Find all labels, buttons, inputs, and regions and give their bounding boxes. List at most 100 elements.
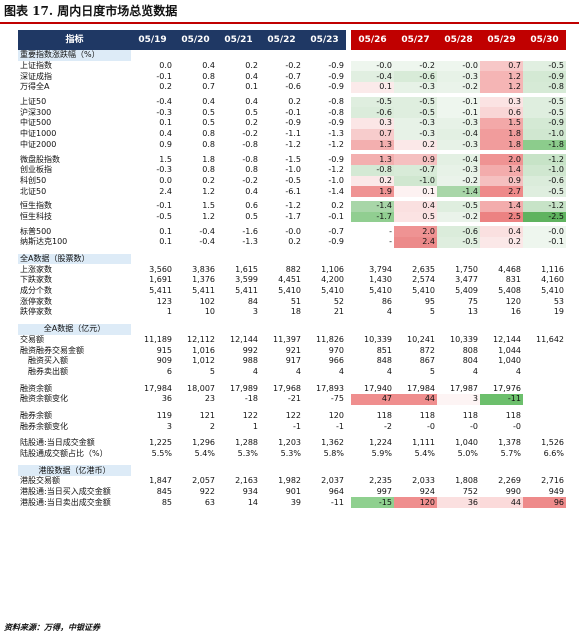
value-cell: 1,296 (192, 438, 215, 448)
value-cell: -1.2 (523, 200, 566, 212)
value-cell: 3,477 (455, 275, 478, 285)
table-row: 上证50 -0.4 0.4 0.4 0.2 -0.8 -0.5 -0.5 -0.1 0.3 -0.5 (18, 96, 566, 108)
value-cell: 36 (437, 497, 480, 509)
value-cell: 2,635 (412, 264, 435, 274)
section-title: 港股数据（亿港币） (18, 465, 131, 477)
value-cell: 808 (462, 345, 478, 355)
empty-cell (437, 465, 480, 476)
header-date: 05/20 (174, 30, 217, 50)
value-cell: 6 (166, 366, 172, 376)
value-cell: -0.6 (351, 107, 394, 119)
value-cell: -0.1 (156, 201, 172, 211)
value-cell: 2,037 (321, 476, 344, 486)
value-cell: -1.7 (285, 211, 301, 221)
value-cell: 5.4% (414, 449, 435, 459)
value-cell: 0.1 (351, 82, 394, 93)
row-label: 港股交易额 (20, 476, 60, 486)
value-cell: -1.3 (242, 237, 258, 247)
value-cell: -11 (330, 497, 344, 507)
value-cell: 0.4 (394, 200, 437, 212)
empty-cell (217, 324, 260, 335)
value-cell: -0.9 (328, 237, 344, 247)
value-cell: 3 (437, 393, 480, 405)
header-date: 05/27 (394, 30, 437, 50)
value-cell: 86 (381, 296, 392, 306)
value-cell: 1.9 (351, 186, 394, 197)
value-cell: 0.4 (202, 61, 215, 71)
table-row: 深证成指 -0.1 0.8 0.4 -0.7 -0.9 -0.4 -0.6 -0.3 1.2 -0.… (18, 71, 566, 83)
value-cell: -0.4 (199, 226, 215, 236)
value-cell: 1,430 (369, 275, 392, 285)
value-cell: 120 (505, 296, 521, 306)
value-cell: 16 (510, 307, 521, 317)
row-label: 融券余额变化 (20, 421, 68, 431)
value-cell: 5 (429, 366, 435, 376)
value-cell: -0.8 (328, 97, 344, 107)
value-cell: -0.3 (437, 71, 480, 83)
value-cell: -0.4 (156, 97, 172, 107)
table-row: 跌停家数 1 10 3 18 21 4 5 13 16 19 (18, 307, 566, 318)
value-cell: - (389, 237, 392, 247)
value-cell: -0.1 (437, 107, 480, 119)
value-cell: -0.5 (523, 186, 566, 197)
value-cell: 845 (156, 487, 172, 497)
empty-cell (260, 254, 303, 265)
value-cell: 17,984 (407, 383, 435, 393)
value-cell: 5.3% (280, 449, 301, 459)
value-cell: -1.2 (523, 154, 566, 165)
value-cell: 0.4 (202, 97, 215, 107)
value-cell: -0.9 (523, 71, 566, 83)
value-cell: 917 (285, 356, 301, 366)
section-title: 全A数据（股票数） (18, 253, 131, 265)
value-cell: 119 (156, 410, 172, 420)
value-cell: 118 (505, 410, 521, 420)
row-label: 北证50 (20, 186, 47, 196)
value-cell: 872 (419, 345, 435, 355)
value-cell: 2,716 (541, 476, 564, 486)
value-cell: -0.2 (242, 175, 258, 185)
value-cell: -0.2 (285, 61, 301, 71)
empty-cell (217, 254, 260, 265)
value-cell: 2.0 (394, 226, 437, 237)
value-cell: 2.4 (394, 237, 437, 248)
value-cell: 11,826 (316, 334, 344, 344)
table-row: 沪深300 -0.3 0.5 0.5 -0.1 -0.8 -0.6 -0.5 -0.1 0.6 -0… (18, 107, 566, 119)
value-cell: 4 (386, 366, 392, 376)
value-cell: -0.1 (328, 211, 344, 221)
value-cell: 1.5 (480, 118, 523, 129)
value-cell: 19 (553, 307, 564, 317)
value-cell: 5.5% (151, 449, 172, 459)
empty-cell (437, 324, 480, 335)
value-cell: -0.5 (394, 96, 437, 108)
value-cell: 924 (419, 487, 435, 497)
value-cell: 1,362 (321, 438, 344, 448)
value-cell: 3,560 (149, 264, 172, 274)
table-row: 上涨家数 3,560 3,836 1,615 882 1,106 3,794 2,635 1,7… (18, 264, 566, 275)
row-label: 沪深300 (20, 107, 52, 117)
value-cell (523, 394, 566, 405)
value-cell: 988 (242, 356, 258, 366)
value-cell: 997 (376, 487, 392, 497)
empty-cell (394, 50, 437, 61)
value-cell: 17,940 (364, 383, 392, 393)
header-date: 05/28 (437, 30, 480, 50)
value-cell: 6.6% (543, 449, 564, 459)
value-cell: 1.4 (480, 200, 523, 212)
table-row: 标普500 0.1 -0.4 -1.6 -0.0 -0.7-2.0 -0.6 0.4 -0.0 (18, 226, 566, 237)
section-title: 全A数据（亿元） (18, 323, 131, 335)
row-label: 纳斯达克100 (20, 237, 68, 247)
figure-title: 图表 17. 周内日度市场总览数据 (4, 4, 178, 18)
value-cell: 1,615 (235, 264, 258, 274)
value-cell: 0.5 (245, 211, 258, 221)
value-cell: 915 (156, 345, 172, 355)
value-cell: -0.1 (285, 107, 301, 117)
value-cell: 1,203 (278, 438, 301, 448)
value-cell: -1.0 (328, 175, 344, 185)
empty-cell (131, 254, 174, 265)
value-cell: 11,642 (536, 334, 564, 344)
value-cell: 990 (505, 487, 521, 497)
value-cell: 4 (295, 366, 301, 376)
value-cell: 1 (166, 307, 172, 317)
value-cell: -0.5 (156, 211, 172, 221)
value-cell: 120 (328, 410, 344, 420)
